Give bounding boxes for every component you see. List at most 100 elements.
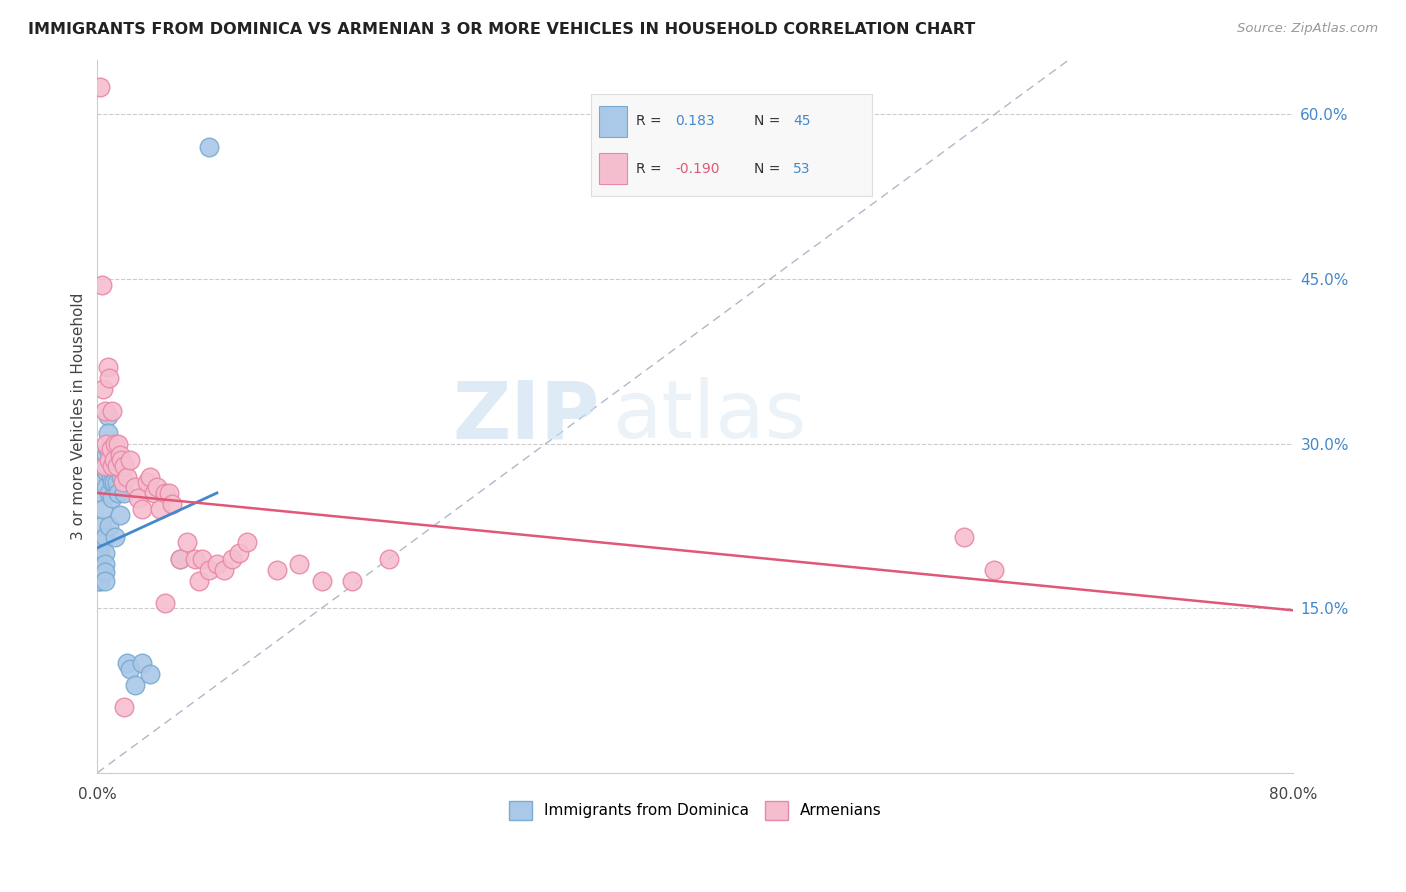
Point xyxy=(149,502,172,516)
Text: 45: 45 xyxy=(793,114,810,128)
Point xyxy=(110,453,132,467)
Point xyxy=(169,551,191,566)
Text: ZIP: ZIP xyxy=(453,377,600,455)
Point xyxy=(112,486,135,500)
Point xyxy=(169,551,191,566)
Point xyxy=(87,565,110,579)
Point xyxy=(111,475,134,489)
Point xyxy=(94,565,117,579)
Point xyxy=(983,563,1005,577)
Point xyxy=(153,596,176,610)
Point xyxy=(138,469,160,483)
Point xyxy=(89,546,111,560)
Point xyxy=(87,558,110,572)
Point xyxy=(96,481,118,495)
Text: R =: R = xyxy=(636,161,661,176)
Point xyxy=(214,563,236,577)
Point xyxy=(91,475,114,489)
Point xyxy=(91,458,114,473)
Point xyxy=(183,551,205,566)
Point xyxy=(98,486,121,500)
Point xyxy=(131,656,153,670)
Point xyxy=(104,436,127,450)
Point xyxy=(97,409,120,424)
Point xyxy=(107,436,129,450)
Point xyxy=(103,475,125,489)
Point xyxy=(91,563,114,577)
Point xyxy=(236,535,259,549)
Point xyxy=(340,574,363,588)
Text: R =: R = xyxy=(636,114,661,128)
Point xyxy=(378,551,401,566)
Point xyxy=(288,558,311,572)
Point xyxy=(90,464,112,478)
Point xyxy=(143,486,166,500)
Point xyxy=(87,574,110,588)
Point xyxy=(96,448,118,462)
Point xyxy=(97,359,120,374)
Point xyxy=(205,558,228,572)
Point xyxy=(117,469,139,483)
Point xyxy=(91,502,114,516)
Point xyxy=(94,403,117,417)
Point xyxy=(120,453,142,467)
Text: N =: N = xyxy=(754,114,780,128)
Point xyxy=(138,667,160,681)
Point xyxy=(108,448,131,462)
Point xyxy=(101,491,124,506)
Point xyxy=(953,530,976,544)
Text: N =: N = xyxy=(754,161,780,176)
Point xyxy=(97,425,120,440)
Text: IMMIGRANTS FROM DOMINICA VS ARMENIAN 3 OR MORE VEHICLES IN HOUSEHOLD CORRELATION: IMMIGRANTS FROM DOMINICA VS ARMENIAN 3 O… xyxy=(28,22,976,37)
Point xyxy=(94,558,117,572)
Point xyxy=(135,475,157,489)
Point xyxy=(89,563,111,577)
Text: 53: 53 xyxy=(793,161,810,176)
Point xyxy=(89,574,111,588)
Point xyxy=(94,530,117,544)
Point xyxy=(98,519,121,533)
Point xyxy=(311,574,333,588)
Point xyxy=(98,453,121,467)
Point xyxy=(94,458,117,473)
Point xyxy=(117,656,139,670)
Point xyxy=(101,458,124,473)
Text: -0.190: -0.190 xyxy=(675,161,720,176)
Point xyxy=(153,486,176,500)
Point xyxy=(124,481,146,495)
Point xyxy=(221,551,243,566)
Point xyxy=(104,530,127,544)
Text: 0.183: 0.183 xyxy=(675,114,714,128)
Point xyxy=(266,563,288,577)
Point xyxy=(127,491,149,506)
Point xyxy=(108,508,131,522)
Point xyxy=(176,535,198,549)
Point xyxy=(112,458,135,473)
Point xyxy=(131,502,153,516)
Point xyxy=(98,371,121,385)
Y-axis label: 3 or more Vehicles in Household: 3 or more Vehicles in Household xyxy=(72,293,86,540)
Point xyxy=(91,382,114,396)
Point xyxy=(105,475,128,489)
Point xyxy=(146,481,169,495)
Point xyxy=(90,486,112,500)
Point xyxy=(89,80,111,95)
Legend: Immigrants from Dominica, Armenians: Immigrants from Dominica, Armenians xyxy=(503,795,887,826)
Point xyxy=(90,535,112,549)
Point xyxy=(101,475,124,489)
Point xyxy=(188,574,211,588)
Point xyxy=(112,699,135,714)
Point xyxy=(110,469,132,483)
Text: Source: ZipAtlas.com: Source: ZipAtlas.com xyxy=(1237,22,1378,36)
FancyBboxPatch shape xyxy=(591,94,872,196)
Point xyxy=(120,661,142,675)
Point xyxy=(157,486,180,500)
Point xyxy=(198,563,221,577)
Point xyxy=(191,551,214,566)
Point xyxy=(89,551,111,566)
Point xyxy=(101,403,124,417)
Point xyxy=(96,464,118,478)
Point xyxy=(107,486,129,500)
Point xyxy=(97,442,120,456)
Text: atlas: atlas xyxy=(612,377,806,455)
